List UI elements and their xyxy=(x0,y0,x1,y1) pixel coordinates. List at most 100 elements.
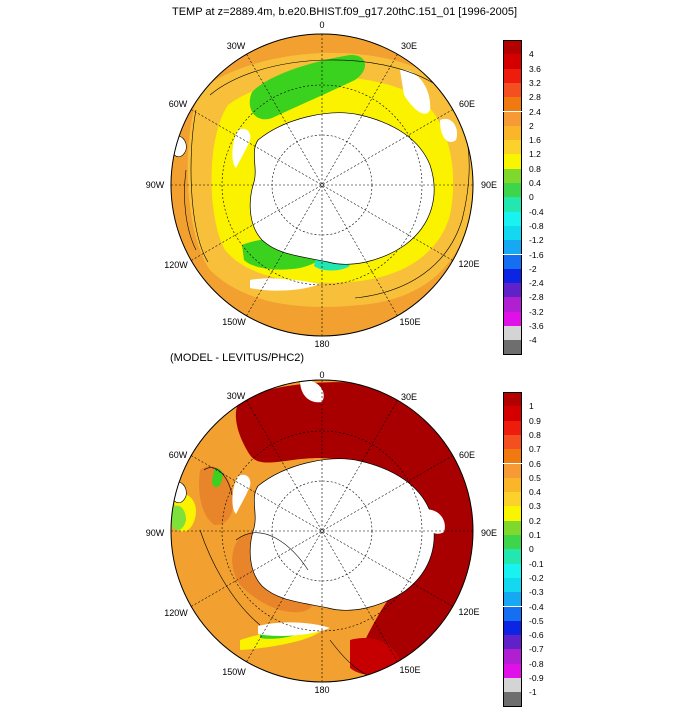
cbar2-swatch-19 xyxy=(503,663,522,678)
cbar1-tick-label: -2 xyxy=(529,263,537,274)
cbar2-swatch-13 xyxy=(503,577,522,593)
green-region xyxy=(172,505,186,531)
lon-label-150w: 150W xyxy=(222,667,246,677)
cbar1-swatch-19 xyxy=(503,311,522,326)
cbar1-swatch-8 xyxy=(503,154,522,169)
positive-anomaly-region xyxy=(235,382,473,673)
lon-label-0: 0 xyxy=(319,370,325,380)
cbar1-swatch-20 xyxy=(503,326,522,341)
green-patch-weddell xyxy=(249,54,366,120)
cbar2-tick-label: 0.8 xyxy=(529,429,541,440)
cbar1-swatch-10 xyxy=(503,183,522,198)
lon-label-30e: 30E xyxy=(400,392,418,402)
cbar1-tick-label: -4 xyxy=(529,335,537,346)
cbar2-swatch-7 xyxy=(503,492,522,507)
lon-label-120e: 120E xyxy=(458,607,480,617)
cbar1-tick-label: -0.4 xyxy=(529,206,544,217)
cbar1-swatch-15 xyxy=(503,254,522,269)
cbar1-swatch-6 xyxy=(503,125,522,141)
cbar2-tick-label: 0.7 xyxy=(529,444,541,455)
cbar1-tick-label: -2.4 xyxy=(529,278,544,289)
antarctica-continent-2 xyxy=(249,458,435,611)
cbar2-swatch-8 xyxy=(503,506,522,521)
cbar1-tick-label: 1.6 xyxy=(529,135,541,146)
map-border-1 xyxy=(170,33,474,337)
lon-label-90e: 90E xyxy=(480,180,498,190)
cbar1-tick-label: -1.2 xyxy=(529,235,544,246)
cbar2-swatch-5 xyxy=(503,463,522,478)
white-ice-patch-3 xyxy=(440,118,458,142)
cbar2-tick-label: 0.3 xyxy=(529,501,541,512)
white-ice-2a xyxy=(300,380,324,403)
antarctica-continent xyxy=(249,112,435,265)
lon-label-90w: 90W xyxy=(145,180,165,190)
cbar2-tick-label: 0.6 xyxy=(529,458,541,469)
cbar1-tick-label: 0.4 xyxy=(529,178,541,188)
cbar1-swatch-12 xyxy=(503,211,522,226)
cbar2-tick-label: -1 xyxy=(529,687,537,698)
cbar1-tick-label: 1.2 xyxy=(529,149,541,160)
map-border-2 xyxy=(170,379,474,683)
cbar1-tick-label: 3.2 xyxy=(529,77,541,88)
cbar1-swatch-17 xyxy=(503,283,522,298)
cbar1-swatch-2 xyxy=(503,68,522,83)
cbar2-swatch-12 xyxy=(503,563,522,578)
cbar1-tick-label: 2 xyxy=(529,120,534,131)
orange-region-west xyxy=(199,466,234,525)
cbar2-swatch-0 xyxy=(503,392,522,407)
lon-label-180: 180 xyxy=(314,339,330,349)
cbar1-swatch-16 xyxy=(503,268,522,284)
cbar1-swatch-1 xyxy=(503,54,522,69)
lon-label-150w: 150W xyxy=(222,317,246,327)
graticule-1 xyxy=(171,34,473,336)
cbar2-swatch-1 xyxy=(503,406,522,421)
cbar1-swatch-7 xyxy=(503,140,522,155)
cbar2-swatch-18 xyxy=(503,649,522,664)
cbar1-swatch-14 xyxy=(503,240,522,255)
cbar2-swatch-20 xyxy=(503,678,522,693)
cbar2-tick-label: 0.2 xyxy=(529,515,541,526)
cbar1-swatch-4 xyxy=(503,97,522,112)
lon-label-30w: 30W xyxy=(226,391,246,401)
lon-label-60w: 60W xyxy=(168,99,188,109)
panel-2-title: (MODEL - LEVITUS/PHC2) xyxy=(170,352,305,364)
cbar2-tick-label: -0.9 xyxy=(529,673,544,683)
cbar2-tick-label: -0.7 xyxy=(529,644,544,655)
cbar2-tick-label: -0.1 xyxy=(529,558,544,569)
cbar1-tick-label: 0 xyxy=(529,192,534,203)
cbar2-tick-label: 0.4 xyxy=(529,487,541,498)
cbar1-swatch-5 xyxy=(503,111,522,126)
cbar1-swatch-0 xyxy=(503,40,522,55)
cbar1-tick-label: 3.6 xyxy=(529,63,541,74)
cbar2-tick-label: 0 xyxy=(529,544,534,555)
green-strip xyxy=(212,468,223,488)
white-ice-2c xyxy=(420,509,445,534)
lon-label-120e: 120E xyxy=(458,259,480,269)
cbar1-tick-label: -3.6 xyxy=(529,321,544,331)
cbar2-tick-label: 0.5 xyxy=(529,472,541,483)
lon-label-90w: 90W xyxy=(145,528,165,538)
cbar1-tick-label: 2.4 xyxy=(529,106,541,117)
antarctic-peninsula-2 xyxy=(232,474,251,514)
cbar2-swatch-6 xyxy=(503,477,522,493)
cbar2-swatch-17 xyxy=(503,635,522,650)
cbar2-tick-label: -0.3 xyxy=(529,587,544,598)
cbar1-tick-label: -2.8 xyxy=(529,292,544,303)
graticule-2 xyxy=(171,380,473,682)
cbar1-tick-label: -3.2 xyxy=(529,306,544,317)
difference-map xyxy=(171,380,473,682)
cbar2-tick-label: -0.2 xyxy=(529,572,544,583)
cbar1-swatch-21 xyxy=(503,340,522,355)
cbar1-swatch-3 xyxy=(503,82,522,98)
cbar2-swatch-11 xyxy=(503,549,522,564)
lon-label-30e: 30E xyxy=(400,41,418,51)
lon-label-0: 0 xyxy=(319,20,325,30)
cbar1-tick-label: -0.8 xyxy=(529,220,544,231)
cbar2-swatch-15 xyxy=(503,606,522,621)
antarctic-peninsula xyxy=(232,128,251,168)
cbar2-swatch-2 xyxy=(503,420,522,435)
lon-label-90e: 90E xyxy=(480,528,498,538)
cbar2-swatch-14 xyxy=(503,592,522,607)
cbar2-tick-label: 0.9 xyxy=(529,415,541,426)
lon-label-120w: 120W xyxy=(164,260,188,270)
